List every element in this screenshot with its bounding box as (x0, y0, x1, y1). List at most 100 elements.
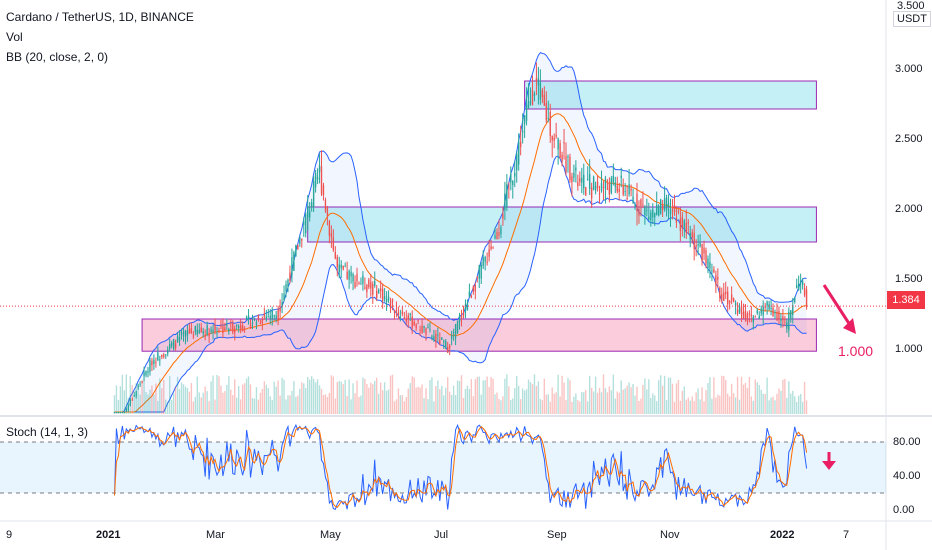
volume-bar (344, 379, 346, 414)
volume-bar (297, 395, 299, 414)
volume-bar (236, 397, 238, 414)
candle-body (600, 183, 603, 191)
candle-body (212, 329, 214, 333)
candle-body (379, 288, 382, 291)
candle-body (620, 175, 622, 178)
stoch-legend[interactable]: Stoch (14, 1, 3) (6, 425, 89, 439)
candle-body (271, 310, 273, 320)
volume-bar (527, 379, 530, 414)
candle-body (506, 184, 508, 208)
volume-bar (468, 388, 471, 414)
volume-bar (521, 388, 524, 414)
candle-body (443, 340, 445, 342)
volume-bar (685, 399, 687, 414)
volume-bar (778, 388, 780, 414)
volume-bar (338, 380, 340, 414)
candle-body (405, 318, 407, 322)
candle-body (656, 204, 658, 215)
candle-body (198, 330, 200, 333)
volume-bar (137, 388, 139, 414)
volume-bar (640, 398, 642, 414)
stoch-tick-40: 40.00 (893, 470, 921, 482)
candle-body (624, 191, 626, 193)
volume-bar (675, 383, 678, 414)
target-arrow-head (843, 318, 856, 334)
candle-body (557, 138, 559, 150)
currency-badge[interactable]: USDT (893, 11, 931, 27)
volume-legend[interactable]: Vol (6, 30, 23, 44)
volume-bar (797, 395, 800, 414)
volume-bar (155, 383, 157, 414)
volume-bar (711, 398, 713, 414)
volume-bar (519, 399, 522, 414)
volume-bar (673, 401, 676, 414)
candle-body (312, 181, 315, 208)
volume-bar (569, 380, 571, 414)
candle-body (196, 329, 198, 335)
candle-body (194, 325, 197, 333)
candle-body (801, 281, 804, 286)
volume-bar (728, 396, 731, 414)
candle-body (537, 78, 540, 86)
candle-body (504, 193, 506, 211)
candle-body (590, 187, 593, 199)
volume-bar (484, 380, 486, 414)
volume-bar (397, 388, 400, 414)
candle-body (760, 308, 762, 314)
volume-bar (316, 379, 319, 414)
candle-body (157, 352, 159, 361)
candle-body (348, 270, 350, 280)
volume-bar (350, 399, 352, 414)
volume-bar (443, 395, 445, 414)
volume-bar (407, 388, 409, 414)
volume-bar (208, 401, 210, 414)
candle-body (466, 303, 469, 311)
volume-bar (754, 379, 756, 414)
volume-bar (348, 379, 350, 414)
volume-bar (535, 385, 538, 414)
candle-body (206, 325, 208, 335)
volume-bar (543, 378, 546, 414)
volume-bar (805, 400, 808, 414)
candle-body (374, 281, 376, 286)
volume-bar (732, 393, 735, 414)
candle-body (685, 222, 687, 233)
candle-body (474, 285, 476, 292)
volume-bar (198, 392, 200, 414)
symbol-title[interactable]: Cardano / TetherUS, 1D, BINANCE (6, 10, 194, 24)
candle-body (326, 207, 329, 216)
candle-body (797, 283, 800, 290)
volume-bar (466, 385, 469, 414)
volume-bar (510, 399, 512, 414)
volume-bar (188, 391, 191, 414)
volume-bar (310, 376, 313, 414)
volume-bar (583, 392, 585, 414)
candle-body (470, 295, 473, 298)
volume-bar (681, 390, 684, 414)
volume-bar (656, 401, 658, 414)
target-price-label: 1.000 (838, 343, 874, 359)
candle-body (508, 187, 510, 189)
candle-body (368, 279, 370, 288)
volume-bar (251, 397, 254, 414)
candle-body (241, 325, 244, 332)
volume-bar (121, 374, 124, 414)
candle-body (352, 273, 354, 282)
candle-body (123, 412, 126, 413)
volume-bar (399, 395, 402, 414)
volume-bar (669, 377, 672, 414)
volume-bar (360, 395, 362, 414)
candle-body (370, 282, 372, 289)
volume-bar (176, 376, 179, 414)
volume-bar (752, 400, 755, 414)
candle-body (279, 306, 281, 312)
time-tick-7: 7 (843, 529, 850, 541)
candle-body (632, 196, 634, 203)
bb-legend[interactable]: BB (20, close, 2, 0) (6, 50, 109, 64)
volume-bar (431, 377, 433, 414)
candle-body (143, 372, 145, 377)
candle-body (636, 193, 638, 212)
candle-body (500, 227, 502, 235)
time-tick-2022: 2022 (770, 529, 795, 541)
candle-body (401, 311, 404, 315)
